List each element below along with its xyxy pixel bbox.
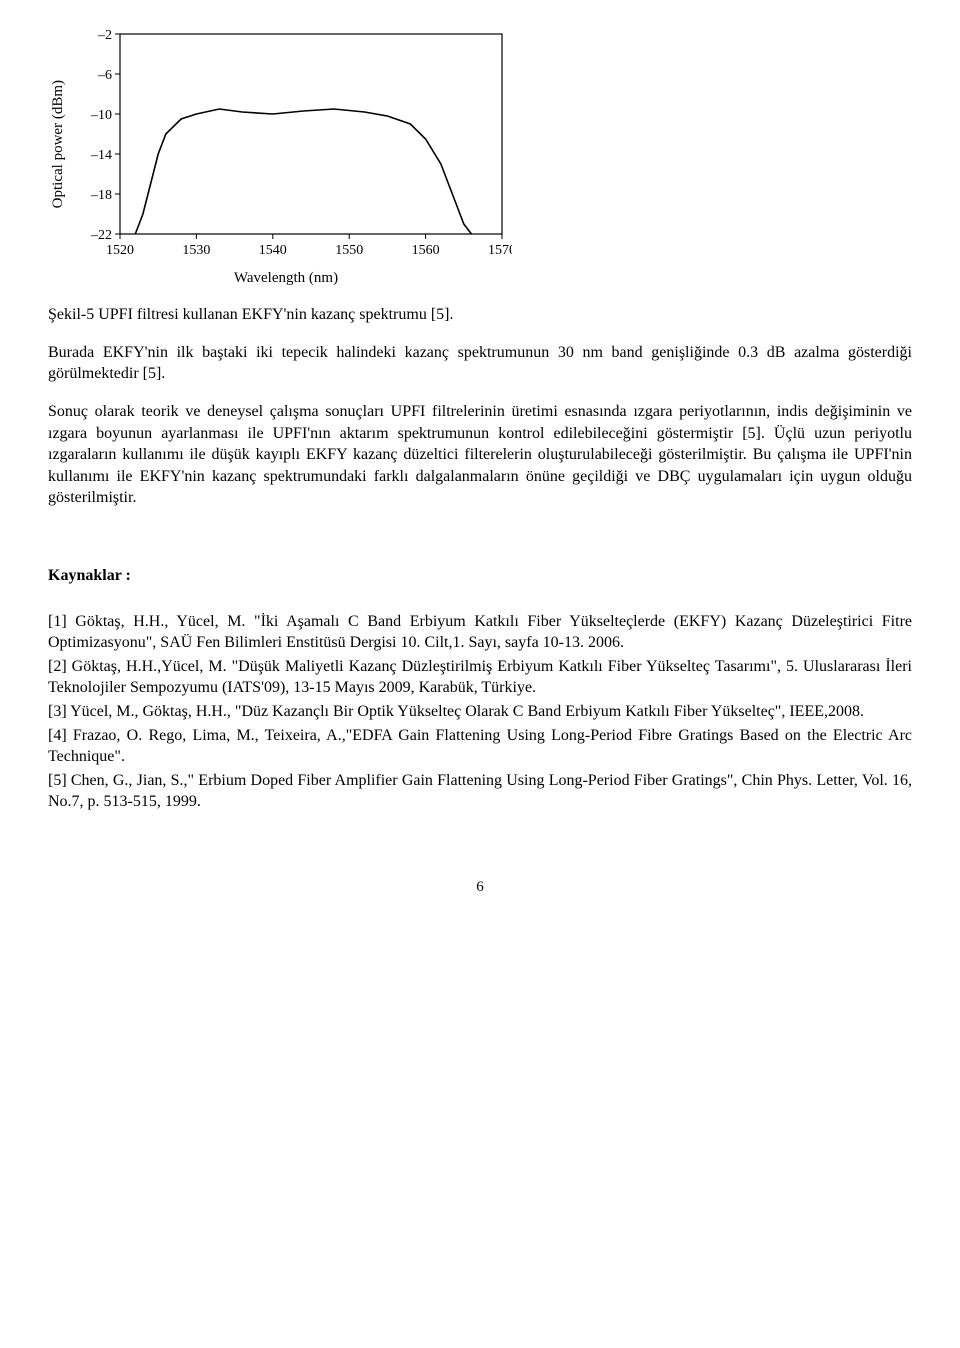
svg-text:1570: 1570 <box>488 243 512 258</box>
svg-text:1550: 1550 <box>335 243 363 258</box>
spectrum-chart: –22 –18 –14 –10 –6 –2 1520 1530 1540 1550 1560 1570 <box>72 24 512 264</box>
svg-text:–18: –18 <box>90 188 112 203</box>
figure-caption: Şekil-5 UPFI filtresi kullanan EKFY'nin … <box>48 304 912 326</box>
svg-text:–6: –6 <box>97 68 112 83</box>
chart-xlabel: Wavelength (nm) <box>96 268 912 288</box>
reference-item: [2] Göktaş, H.H.,Yücel, M. "Düşük Maliye… <box>48 656 912 699</box>
paragraph-1: Burada EKFY'nin ilk baştaki iki tepecik … <box>48 342 912 385</box>
chart-container: Optical power (dBm) –22 –18 –14 –10 –6 –2 1520… <box>48 24 912 264</box>
svg-text:1560: 1560 <box>412 243 440 258</box>
paragraph-2: Sonuç olarak teorik ve deneysel çalışma … <box>48 401 912 509</box>
svg-text:1530: 1530 <box>183 243 211 258</box>
reference-item: [4] Frazao, O. Rego, Lima, M., Teixeira,… <box>48 725 912 768</box>
svg-text:–10: –10 <box>90 108 112 123</box>
svg-text:–22: –22 <box>90 228 112 243</box>
references-list: [1] Göktaş, H.H., Yücel, M. "İki Aşamalı… <box>48 611 912 813</box>
reference-item: [1] Göktaş, H.H., Yücel, M. "İki Aşamalı… <box>48 611 912 654</box>
chart-xlabel-text: Wavelength (nm) <box>96 268 476 288</box>
svg-text:1520: 1520 <box>106 243 134 258</box>
page-number: 6 <box>48 877 912 897</box>
svg-text:–2: –2 <box>97 28 112 43</box>
reference-item: [3] Yücel, M., Göktaş, H.H., "Düz Kazanç… <box>48 701 912 723</box>
reference-item: [5] Chen, G., Jian, S.," Erbium Doped Fi… <box>48 770 912 813</box>
chart-ylabel: Optical power (dBm) <box>48 80 68 208</box>
svg-text:–14: –14 <box>90 148 112 163</box>
references-heading: Kaynaklar : <box>48 565 912 587</box>
svg-text:1540: 1540 <box>259 243 287 258</box>
